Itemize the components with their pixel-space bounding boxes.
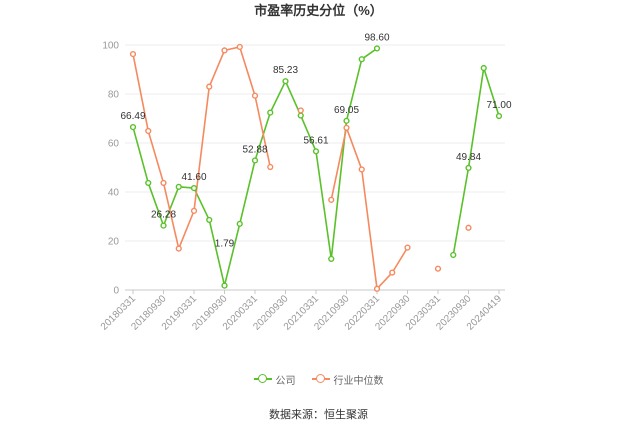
data-point-industry-median	[404, 244, 411, 251]
data-point-industry-median	[343, 124, 350, 131]
data-point-company	[236, 220, 243, 227]
data-label: 56.61	[303, 135, 328, 146]
data-point-industry-median	[206, 83, 213, 90]
data-point-company	[206, 216, 213, 224]
series-line-industry-median	[330, 127, 409, 290]
data-point-industry-median	[358, 166, 365, 173]
data-point-industry-median	[389, 269, 396, 276]
y-tick-label: 80	[108, 90, 120, 101]
data-point-industry-median	[328, 196, 335, 203]
data-point-industry-median	[129, 50, 137, 58]
data-label: 66.49	[120, 111, 145, 122]
data-label: 85.23	[273, 65, 298, 76]
data-point-industry-median	[373, 285, 381, 292]
y-tick-label: 60	[108, 139, 120, 150]
data-point-company	[190, 184, 198, 192]
data-label: 98.60	[364, 32, 389, 43]
data-point-company	[358, 56, 365, 63]
data-label: 1.79	[215, 239, 235, 250]
data-label: 49.84	[456, 152, 481, 163]
data-label: 71.00	[486, 100, 511, 111]
data-point-company	[465, 164, 472, 171]
data-point-industry-median	[297, 107, 304, 114]
data-point-industry-median	[190, 207, 198, 214]
series-line-industry-median	[132, 46, 272, 250]
data-point-company	[480, 64, 487, 72]
data-point-industry-median	[465, 224, 472, 231]
data-point-industry-median	[236, 43, 243, 51]
series-line-company	[132, 47, 378, 287]
y-tick-label: 100	[102, 41, 119, 52]
legend-swatch-industry-median	[311, 374, 330, 384]
data-point-company	[328, 255, 335, 262]
data-point-company	[267, 109, 274, 116]
data-label: 26.28	[151, 210, 176, 221]
data-point-company	[297, 112, 304, 119]
legend-label-company: 公司	[275, 375, 296, 387]
legend-label-industry-median: 行业中位数	[333, 375, 384, 387]
data-source: 数据来源：恒生聚源	[269, 409, 368, 421]
data-point-company	[251, 157, 259, 164]
data-point-company	[312, 148, 320, 155]
data-point-company	[495, 112, 503, 120]
data-label: 69.05	[334, 105, 359, 116]
legend-item-industry-median[interactable]: 行业中位数	[311, 372, 384, 387]
data-point-company	[373, 45, 381, 52]
y-tick-label: 20	[108, 237, 120, 248]
data-point-industry-median	[175, 245, 182, 252]
y-tick-label: 0	[113, 286, 119, 297]
data-point-industry-median	[145, 127, 152, 135]
data-point-industry-median	[221, 47, 228, 54]
data-point-industry-median	[434, 265, 442, 272]
data-point-industry-median	[251, 92, 259, 99]
legend: 公司 行业中位数	[0, 371, 637, 387]
data-point-industry-median	[160, 179, 167, 187]
data-point-company	[145, 179, 152, 187]
data-point-company	[129, 123, 137, 131]
legend-swatch-company	[253, 374, 272, 384]
line-chart: 0204060801002018033120180930201903312019…	[99, 32, 512, 332]
chart-title: 市盈率历史分位（%）	[254, 3, 383, 18]
legend-item-company[interactable]: 公司	[253, 372, 296, 387]
data-label: 52.88	[242, 144, 267, 155]
y-tick-label: 40	[108, 188, 120, 199]
data-point-industry-median	[267, 163, 274, 171]
data-point-company	[160, 222, 167, 229]
data-point-company	[343, 117, 350, 124]
data-point-company	[175, 183, 182, 190]
data-point-company	[221, 282, 228, 289]
data-point-company	[450, 251, 457, 259]
data-label: 41.60	[181, 172, 206, 183]
data-point-company	[282, 78, 289, 85]
series-line-company	[452, 67, 500, 256]
